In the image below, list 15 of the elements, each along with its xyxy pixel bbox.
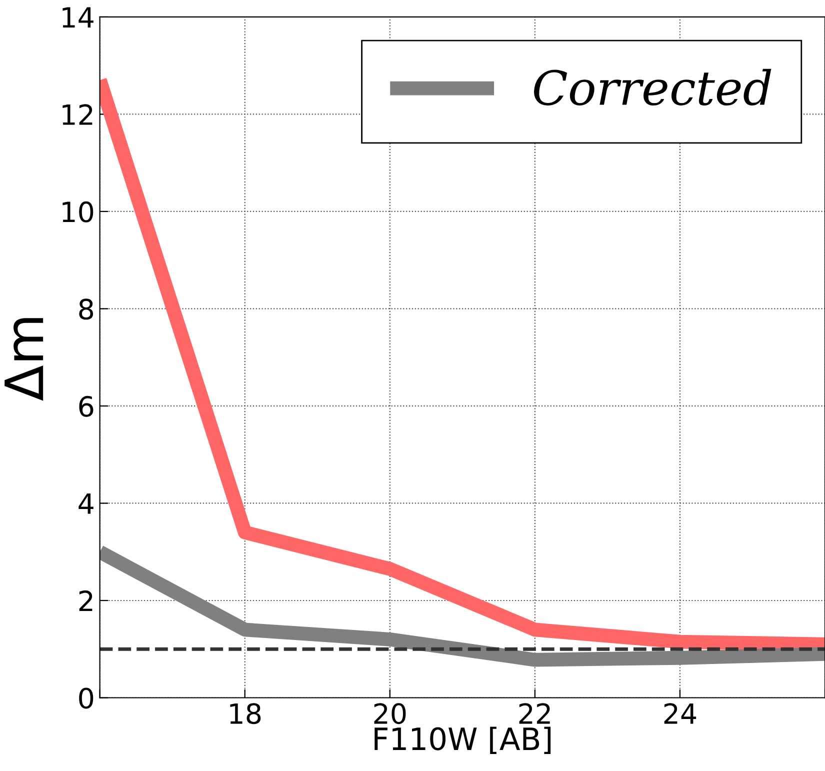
x-axis-title: F110W [AB] (374, 726, 551, 754)
y-tick-label: 4 (78, 494, 94, 514)
y-tick-label: 0 (79, 688, 94, 709)
x-tick-label: 22 (519, 703, 550, 724)
y-tick-label: 6 (79, 396, 94, 417)
y-tick-label: 8 (79, 298, 94, 320)
y-tick-label: 12 (62, 104, 92, 125)
x-tick-label: 24 (664, 703, 696, 724)
y-tick-label: 2 (79, 590, 92, 612)
y-tick-label: 14 (62, 7, 94, 28)
legend-label: Corrected (534, 68, 772, 106)
y-axis-title: Δm (4, 318, 44, 401)
x-tick-label: 20 (374, 703, 406, 724)
y-tick-label: 10 (62, 201, 94, 222)
x-tick-label: 18 (230, 703, 261, 724)
